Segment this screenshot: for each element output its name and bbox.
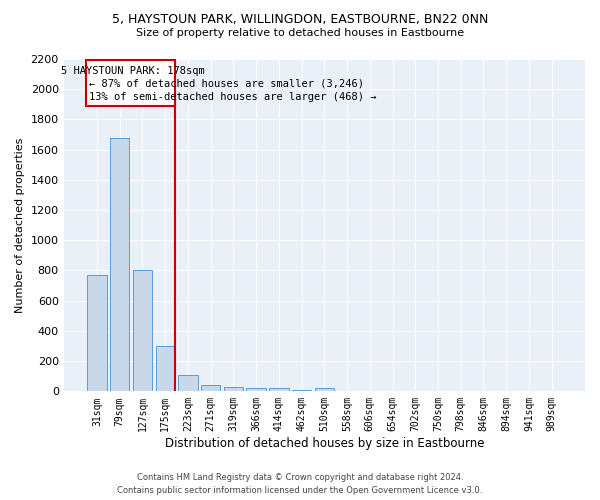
Bar (155, 346, 175, 392)
Bar (178, 374, 197, 392)
Bar (88, 275, 107, 392)
Text: 5 HAYSTOUN PARK: 178sqm: 5 HAYSTOUN PARK: 178sqm (61, 66, 205, 76)
Text: Size of property relative to detached houses in Eastbourne: Size of property relative to detached ho… (136, 28, 464, 38)
Text: 5, HAYSTOUN PARK, WILLINGDON, EASTBOURNE, BN22 0NN: 5, HAYSTOUN PARK, WILLINGDON, EASTBOURNE… (112, 12, 488, 26)
Bar (224, 387, 243, 392)
Bar (133, 270, 152, 392)
Bar (269, 388, 289, 392)
X-axis label: Distribution of detached houses by size in Eastbourne: Distribution of detached houses by size … (164, 437, 484, 450)
Bar (110, 138, 130, 392)
Bar (292, 390, 311, 392)
Text: ← 87% of detached houses are smaller (3,246): ← 87% of detached houses are smaller (3,… (89, 79, 364, 89)
Bar (201, 385, 220, 392)
Bar (247, 388, 266, 392)
Bar (86, 60, 175, 106)
Y-axis label: Number of detached properties: Number of detached properties (15, 138, 25, 313)
Text: Contains HM Land Registry data © Crown copyright and database right 2024.
Contai: Contains HM Land Registry data © Crown c… (118, 474, 482, 495)
Bar (314, 388, 334, 392)
Text: 13% of semi-detached houses are larger (468) →: 13% of semi-detached houses are larger (… (89, 92, 377, 102)
